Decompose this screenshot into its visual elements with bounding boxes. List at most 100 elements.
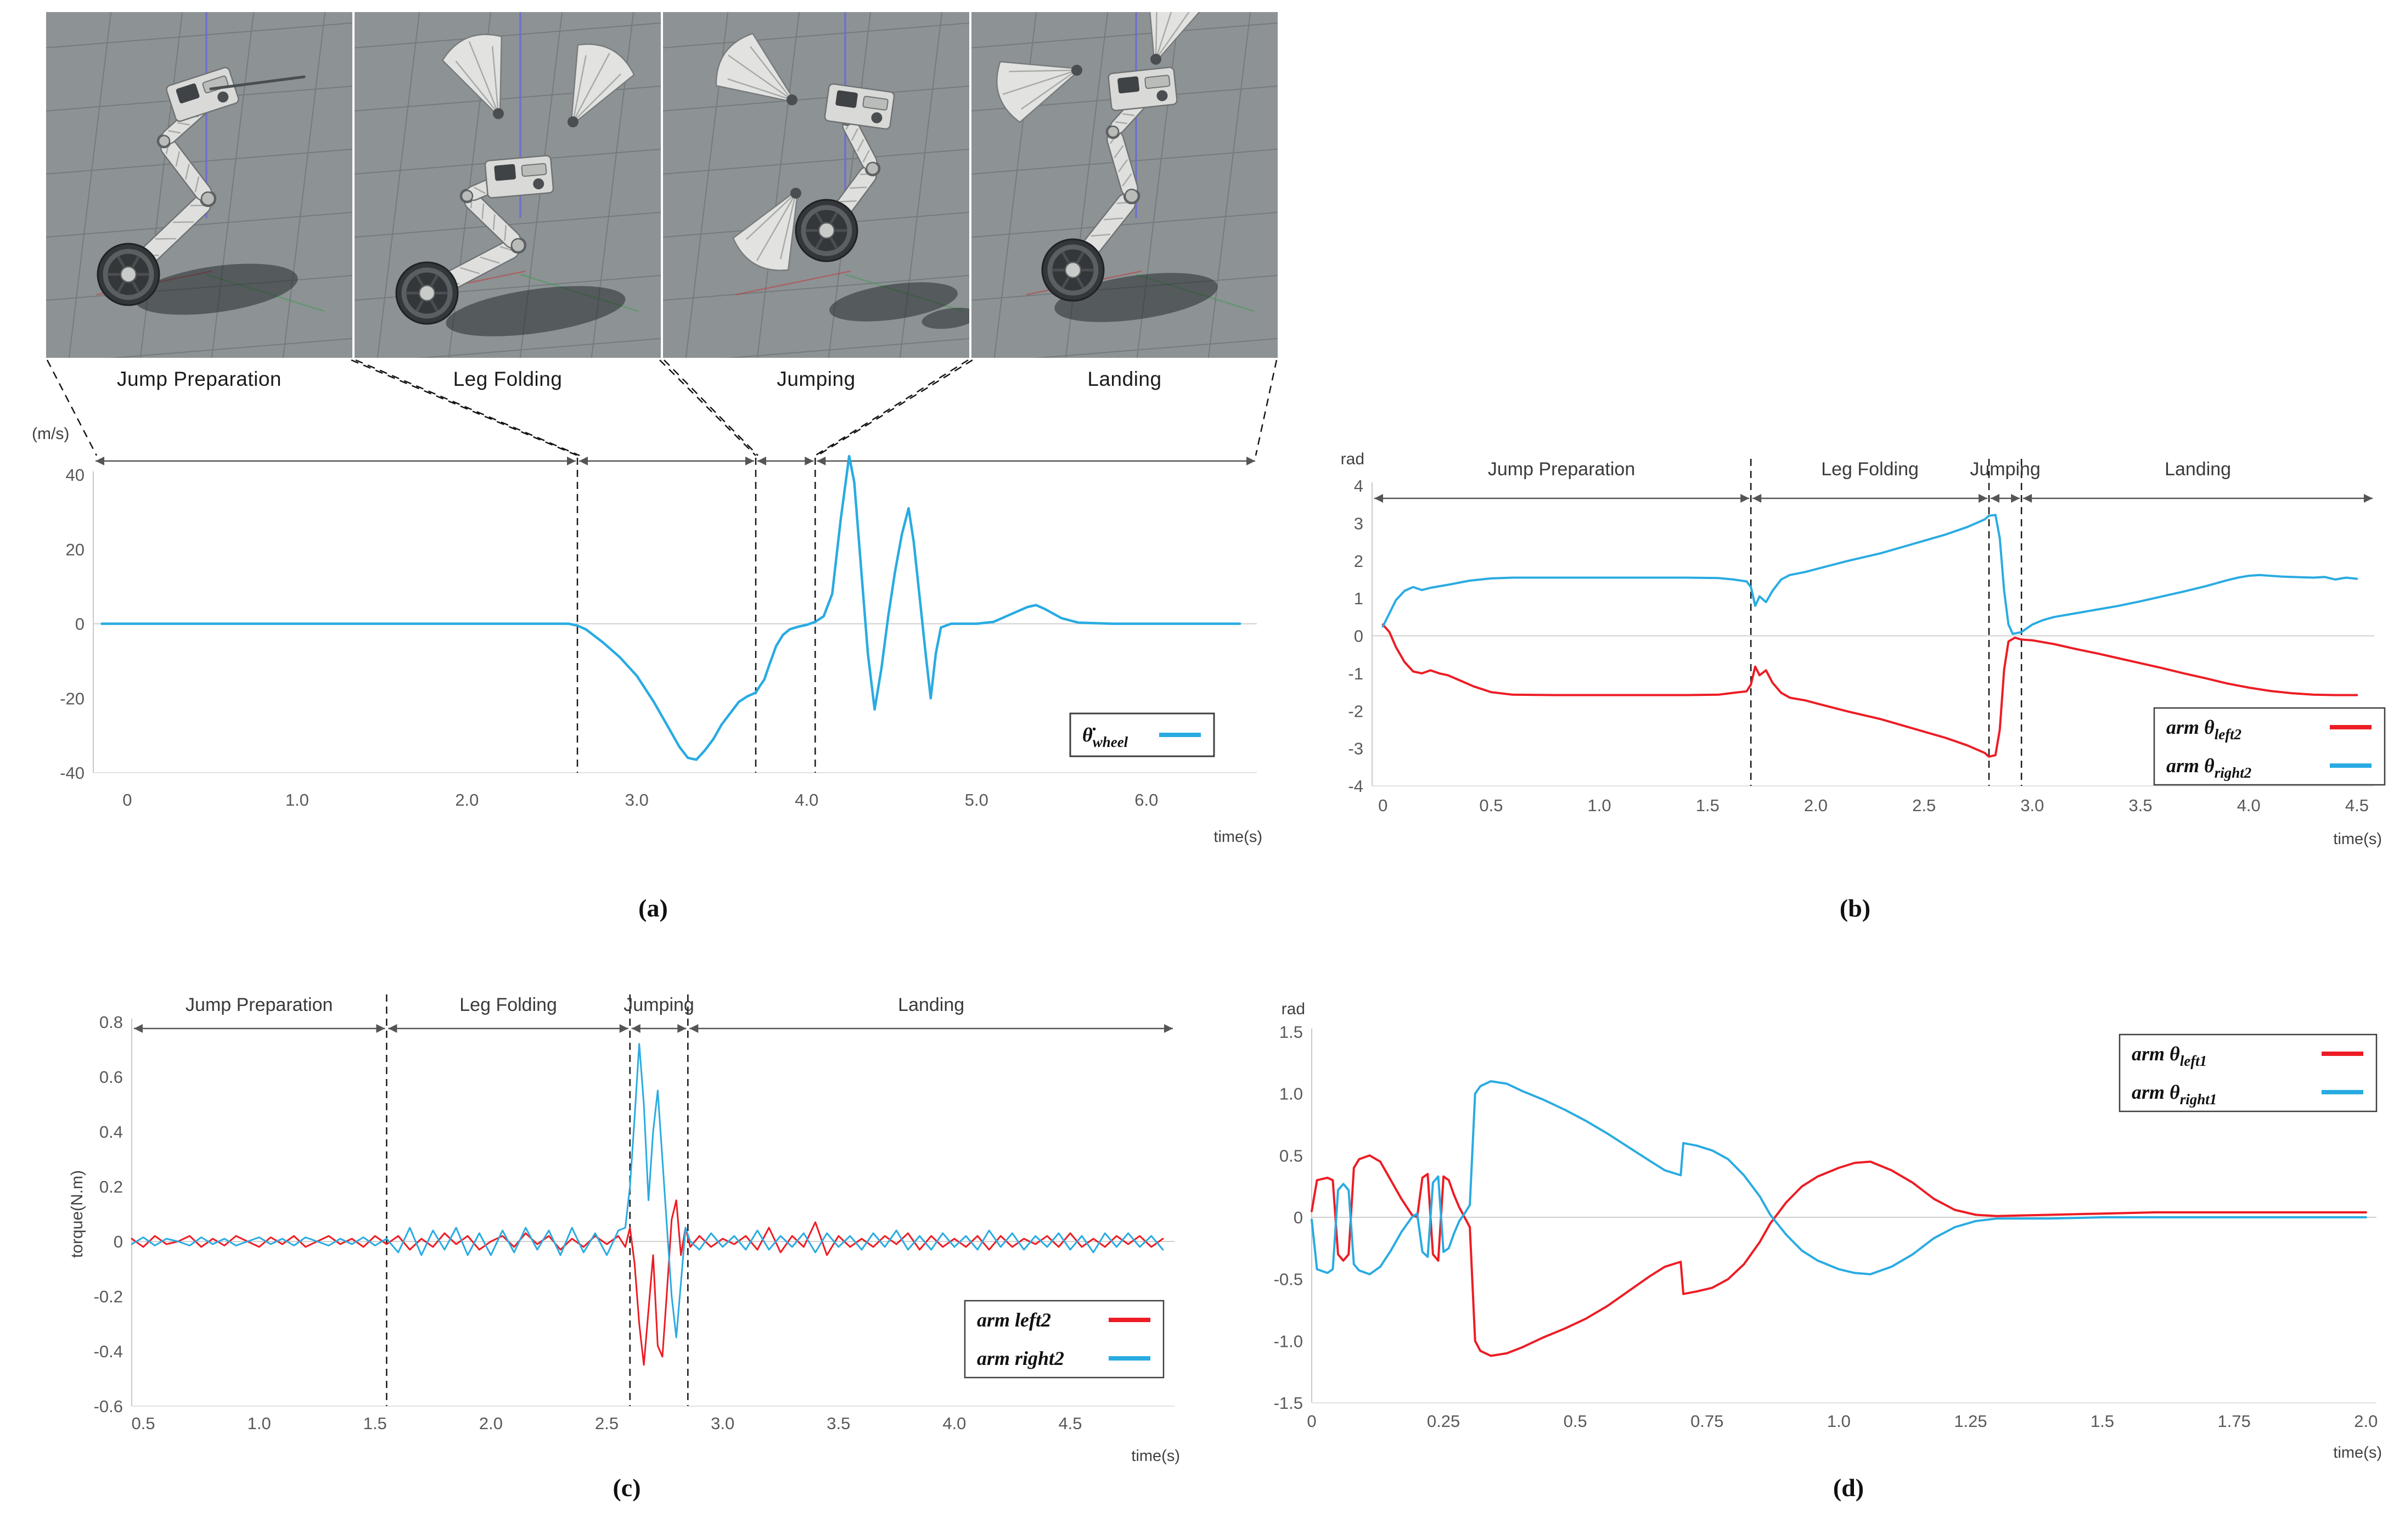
panel-letter-d: (d) (1833, 1474, 1864, 1502)
y-tick-label: -1 (1348, 664, 1363, 683)
y-tick-label: -0.2 (94, 1287, 123, 1306)
y-tick-label: 0.5 (1279, 1146, 1303, 1165)
robot-frame-jumping (663, 12, 969, 358)
phase-arrow-head (95, 457, 104, 465)
rect (1144, 75, 1171, 89)
x-tick-label: 4.0 (2237, 796, 2261, 815)
phase-arrow-head (1990, 494, 1999, 503)
phase-arrow-head (631, 1024, 640, 1033)
tspan: right2 (2215, 765, 2252, 781)
robot-torso (1108, 66, 1178, 111)
series-arm_theta_left1 (1311, 1154, 2367, 1357)
x-tick-label: 1.75 (2218, 1412, 2251, 1431)
robot-joint (158, 134, 171, 148)
robot-torso (166, 66, 239, 122)
circle (567, 116, 578, 127)
line (46, 22, 352, 49)
phase-arrow-head (388, 1024, 397, 1033)
tspan: wheel (1093, 734, 1128, 750)
robot-caption: Jump Preparation (116, 368, 282, 390)
y-axis-title: (m/s) (32, 425, 69, 443)
legend-label: θ̇wheel (1082, 724, 1128, 750)
circle (786, 94, 797, 105)
line (1076, 251, 1085, 263)
phase-arrow-head (805, 457, 814, 465)
tspan: arm left2 (977, 1309, 1051, 1331)
line (177, 122, 190, 126)
y-tick-label: 0.2 (99, 1177, 123, 1196)
line (971, 22, 1278, 49)
line (814, 211, 824, 224)
robot-fan-wing (996, 61, 1083, 123)
line (491, 46, 499, 114)
line (459, 267, 480, 274)
line (504, 225, 507, 241)
robot-torso (484, 155, 554, 199)
robot-caption: Jumping (777, 368, 856, 390)
line (1076, 277, 1085, 289)
line (175, 151, 181, 167)
robot-antenna (209, 75, 306, 91)
rect (494, 164, 516, 181)
y-tick-label: -1.0 (1274, 1331, 1303, 1351)
legend-frame (964, 1300, 1165, 1379)
phase-arrow-head (817, 457, 826, 465)
panel-letter-c: (c) (613, 1474, 641, 1502)
tspan: arm θ (2166, 755, 2215, 777)
y-tick-label: -0.4 (94, 1342, 123, 1361)
x-axis-title: time(s) (2333, 1444, 2382, 1462)
x-tick-label: 2.0 (2354, 1412, 2378, 1431)
x-tick-label: 3.5 (2129, 796, 2153, 815)
line (1155, 12, 1195, 60)
x-tick-label: 4.0 (942, 1414, 966, 1433)
line (1117, 159, 1128, 173)
line (572, 73, 622, 122)
phase-arrow-head (2023, 494, 2032, 503)
circle (103, 249, 154, 300)
x-tick-label: 0.5 (132, 1414, 155, 1433)
line (1002, 69, 1077, 95)
phase-arrow-head (1752, 494, 1762, 503)
robot-joint (866, 161, 880, 176)
phase-label: Jumping (1970, 459, 2041, 480)
y-tick-label: 0 (114, 1232, 123, 1251)
line (46, 148, 352, 175)
line (1114, 145, 1124, 159)
y-tick-label: 1 (1354, 589, 1363, 608)
x-tick-label: 4.0 (795, 790, 818, 810)
panel-letter-a: (a) (638, 894, 668, 922)
line (1021, 69, 1077, 110)
robot-joint (460, 189, 474, 203)
robot-body-group (395, 33, 635, 325)
chart-d: 1.51.00.50-0.5-1.0-1.50 0.25 0.5 0.75 1.0 1.2… (1274, 1000, 2382, 1462)
robot-torso (824, 83, 895, 130)
legend-label: arm left2 (977, 1309, 1051, 1331)
line (814, 237, 824, 250)
line (1061, 277, 1070, 289)
phase-arrow-head (134, 1024, 143, 1033)
line (756, 193, 797, 261)
line (108, 338, 352, 358)
sim-x-axis (735, 270, 851, 296)
x-tick-label: 5.0 (965, 790, 988, 810)
line (724, 338, 969, 358)
y-tick-label: -20 (60, 689, 85, 708)
y-tick-label: 4 (1354, 476, 1363, 496)
phase-arrow-head (689, 1024, 699, 1033)
line (480, 256, 500, 264)
x-tick-label: 3.0 (625, 790, 649, 810)
rect (835, 90, 858, 108)
y-axis-title: rad (1282, 1000, 1305, 1018)
circle (493, 108, 504, 119)
line (750, 46, 793, 100)
legend-frame (1069, 712, 1215, 757)
phase-label: Landing (2165, 459, 2231, 480)
phase-arrow-head (1374, 494, 1383, 503)
chart-a: 40 20 0 -20 -40 0 1.0 2.0 3.0 4.0 5.0 6.0 (m/s) time(… (32, 425, 1262, 846)
line (857, 139, 864, 152)
tspan: θ̇ (1082, 724, 1096, 746)
phase-arrow-head (757, 457, 767, 465)
phase-arrow-head (579, 457, 588, 465)
circle (401, 267, 453, 319)
